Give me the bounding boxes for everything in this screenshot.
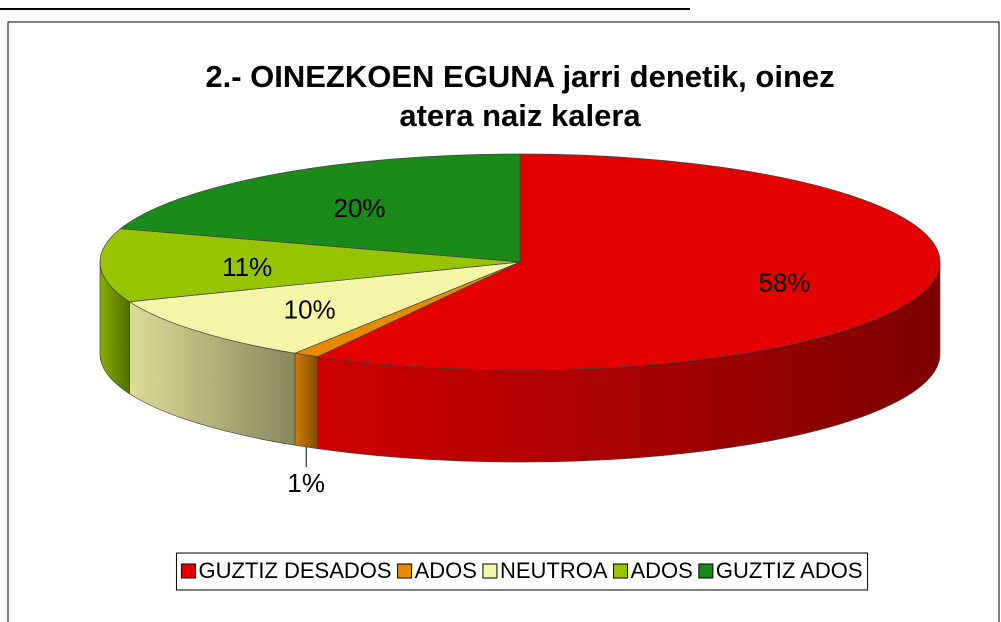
slice-side <box>294 352 319 450</box>
legend-label: ADOS <box>631 558 693 583</box>
legend-swatch <box>397 563 413 579</box>
legend-swatch <box>613 563 628 579</box>
legend-swatch <box>482 563 498 579</box>
data-label: 11% <box>222 252 272 282</box>
legend-label: NEUTROA <box>500 558 608 583</box>
chart-title: 2.- OINEZKOEN EGUNA jarri denetik, oinez <box>205 59 834 94</box>
legend-label: ADOS <box>415 558 477 583</box>
legend-label: GUZTIZ ADOS <box>716 558 863 583</box>
chart-title: atera naiz kalera <box>399 98 641 133</box>
data-label: 20% <box>334 193 386 223</box>
slice <box>316 153 941 371</box>
legend-box <box>175 552 869 591</box>
legend-swatch <box>180 563 196 579</box>
data-label: 10% <box>284 295 336 325</box>
legend-label: GUZTIZ DESADOS <box>198 558 391 583</box>
slice <box>119 153 521 263</box>
data-label: 58% <box>758 267 810 297</box>
slice <box>99 228 521 303</box>
legend-swatch <box>698 563 714 579</box>
slice <box>128 261 521 354</box>
data-label: 1% <box>287 468 325 498</box>
